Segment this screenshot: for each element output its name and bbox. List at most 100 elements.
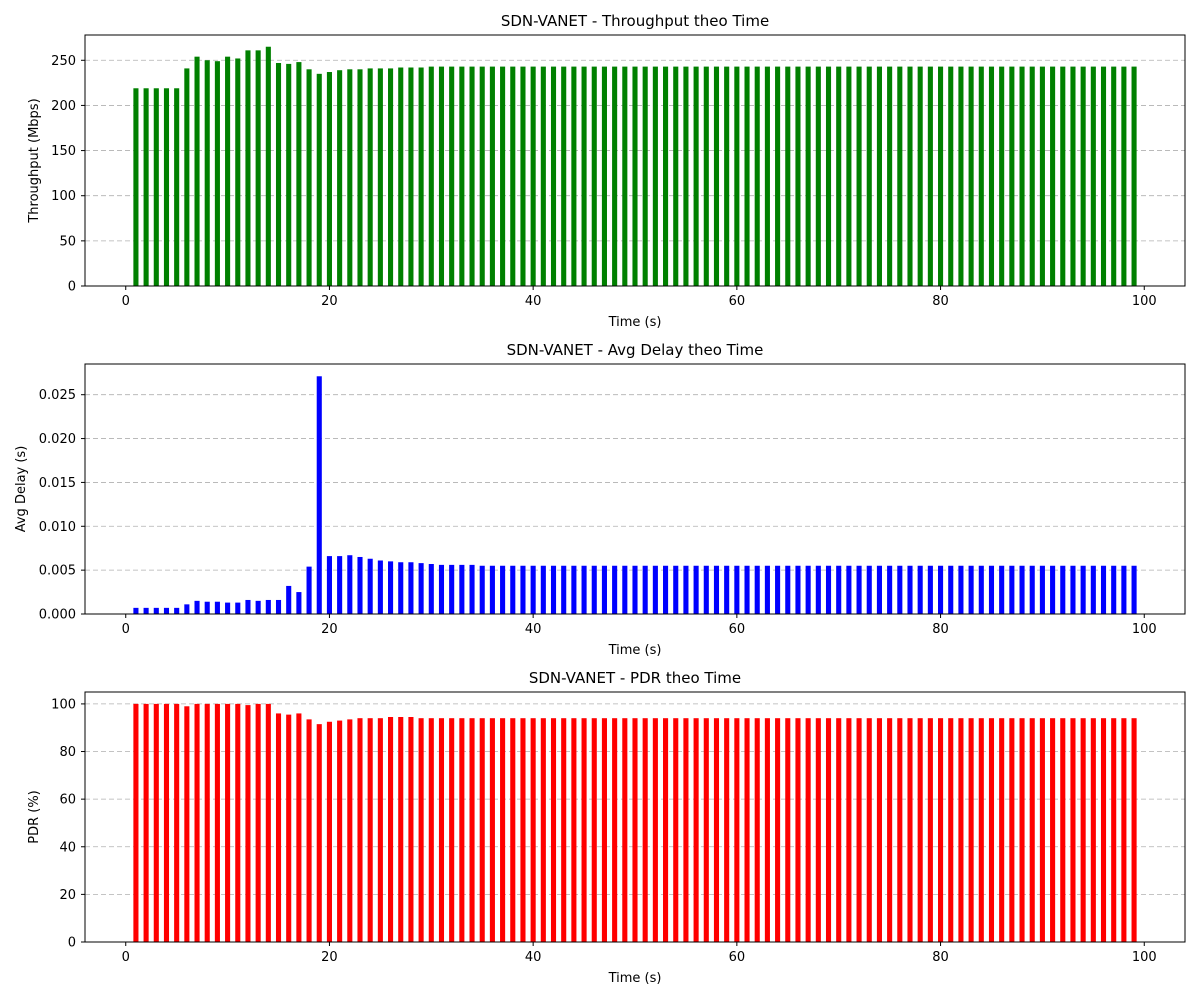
bar [275,62,282,286]
bar [133,703,139,942]
bar [1080,565,1086,614]
plot-frame [84,363,1186,615]
bar [163,88,170,287]
bar [469,718,475,942]
x-tick-label: 0 [122,950,130,965]
bar [438,66,445,287]
bar [734,565,740,614]
bar [775,565,781,614]
bar [988,718,995,942]
bar [449,564,455,614]
bar [887,66,893,287]
throughput-panel: 0 20 40 60 80 100 0 50 100 150 200 250 SDN-VANET - T… [27,12,1186,330]
bar [326,721,332,942]
bar [469,66,475,287]
bar [133,88,139,287]
x-tick-label: 60 [729,294,746,309]
bar [795,66,801,287]
x-tick-label: 40 [525,294,542,309]
y-tick-label: 40 [59,840,76,855]
x-tick-label: 80 [932,950,949,965]
bar [693,565,699,614]
bar [836,66,842,287]
bar [265,46,271,286]
bar [204,60,210,286]
bar [143,88,149,287]
bar [663,718,669,942]
x-tick-label: 100 [1132,950,1157,965]
bar [907,718,913,942]
x-tick-label: 0 [122,294,130,309]
bar [795,718,801,942]
bar [265,703,271,942]
bar [520,565,526,614]
bar [775,66,781,287]
y-axis-label: Avg Delay (s) [14,446,29,533]
bar [1019,66,1025,287]
x-tick-label: 80 [932,294,949,309]
bar [958,66,964,287]
bar [825,718,832,942]
bar [754,565,760,614]
bar [1070,565,1076,614]
bar [500,565,506,614]
bar [958,565,964,614]
bar [449,718,455,942]
bar [999,565,1005,614]
x-tick-label: 60 [729,622,746,637]
bar [1070,66,1076,287]
y-tick-label: 0.015 [39,476,76,491]
x-axis-label: Time (s) [608,643,662,658]
bar [153,607,159,614]
bar [550,66,557,287]
bar [326,72,332,287]
bar [479,718,485,942]
bar [815,565,821,614]
bar [907,565,913,614]
bar [561,565,567,614]
x-tick-label: 40 [525,950,542,965]
bar [306,69,312,286]
bar [245,705,251,942]
bar [1019,718,1025,942]
bar [663,66,669,287]
x-axis-label: Time (s) [608,971,662,986]
x-tick-label: 0 [122,622,130,637]
bar [673,66,679,287]
plot-frame [84,691,1186,943]
bar [958,718,964,942]
bar [347,555,353,614]
bar [703,565,709,614]
bar [194,600,200,614]
bar [255,600,261,614]
bar [571,565,577,614]
bar [713,565,720,614]
bar [1060,565,1066,614]
chart-title: SDN-VANET - PDR theo Time [529,669,741,687]
bar [489,565,495,614]
bar [550,565,557,614]
bar [418,718,424,942]
bar [1050,66,1056,287]
bar [1060,718,1066,942]
bar [968,565,974,614]
bar [489,66,495,287]
bar [775,718,781,942]
bar [408,562,414,614]
bar [357,69,363,286]
bar [388,717,394,942]
y-tick-label: 100 [51,189,76,204]
bar [204,601,210,614]
bar [591,565,597,614]
bar [988,66,995,287]
bar [214,61,220,286]
bar [917,565,923,614]
x-tick-label: 80 [932,622,949,637]
bar [1131,718,1137,942]
bar [978,66,984,287]
bar [377,68,383,287]
bar [825,565,832,614]
bar [917,718,923,942]
y-tick-label: 0.020 [39,432,76,447]
